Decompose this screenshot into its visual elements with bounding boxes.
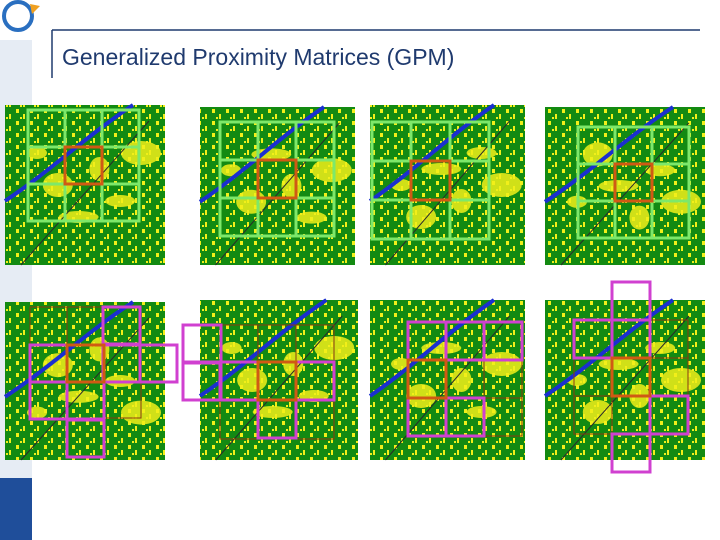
neighbour-cell [138,343,179,384]
map-urban-area [105,195,136,207]
slide-title: Generalized Proximity Matrices (GPM) [62,44,455,70]
map-urban-area [481,352,522,376]
focus-cell [65,343,106,384]
grid-cell [650,199,691,240]
map-urban-area [237,368,268,392]
map-river [543,298,675,398]
map-urban-area [481,173,522,197]
map-road [560,122,690,266]
map-river [368,103,496,203]
neighbour-cell [648,394,690,436]
neighbour-cell [482,320,524,362]
grid-cell [100,182,141,223]
focus-cell [610,356,652,398]
grid-cell [294,196,336,238]
map-urban-area [27,406,47,419]
logo [2,0,34,32]
map-urban-area [283,352,304,376]
focus-cell [256,158,298,200]
map-urban-area [89,337,110,362]
focus-cell [256,360,298,402]
map-urban-area [582,400,613,424]
map-river [3,103,135,203]
map-urban-area [598,180,639,192]
map-urban-area [661,368,701,392]
map-urban-area [451,368,472,392]
map-image [200,107,355,265]
map-urban-area [629,205,650,230]
map-urban-area [121,141,161,165]
map-river [3,300,135,399]
map-urban-area [89,157,110,181]
map-urban-area [406,205,437,229]
map-road [215,122,340,266]
map-urban-area [236,189,267,214]
focus-cell [406,358,448,400]
logo-arrow [30,4,40,14]
focus-cell [613,162,654,203]
neighbour-cell [610,432,652,474]
map-road [560,315,690,461]
map-urban-area [421,163,462,175]
map-urban-area [58,390,99,403]
map-urban-area [406,384,437,408]
map-urban-area [42,353,73,378]
map-urban-area [27,147,47,159]
map-urban-area [598,358,639,370]
map-urban-area [296,211,327,224]
map-image [200,300,358,460]
side-bar-block [0,478,32,540]
map-river [543,105,675,204]
map-urban-area [466,406,497,418]
map-urban-area [221,342,242,354]
map-river [198,105,326,204]
map-river [368,298,496,398]
neighbour-cell [444,396,486,438]
focus-cell [63,145,104,186]
map-urban-area [311,158,352,183]
map-river [198,298,328,398]
map-road [215,315,343,461]
map-road [20,317,150,461]
focus-cell [409,159,452,202]
map-urban-area [252,406,293,418]
map-urban-area [582,142,613,167]
neighbour-cell [65,418,106,459]
map-road [20,120,150,266]
grid-cell [448,198,491,241]
